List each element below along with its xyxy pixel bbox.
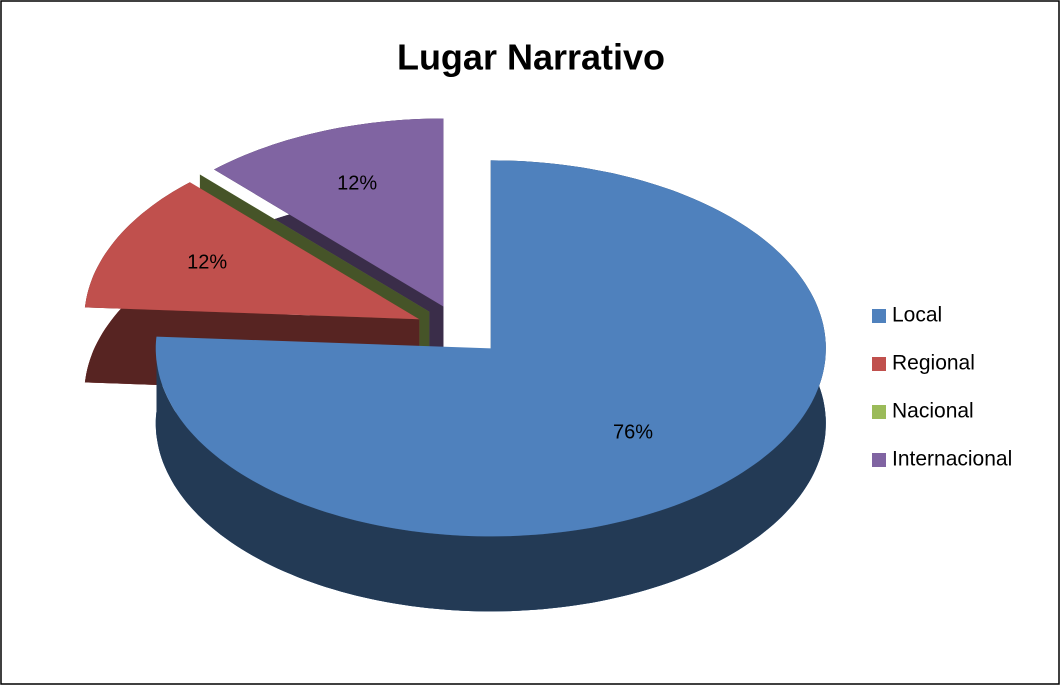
slice: [155, 160, 826, 537]
slice: [199, 174, 430, 312]
legend-label: Regional: [892, 352, 975, 375]
legend-swatch: [872, 357, 886, 371]
data-label: 76%: [613, 422, 653, 444]
slice: [214, 118, 444, 307]
legend-swatch: [872, 453, 886, 467]
data-label: 12%: [337, 172, 377, 194]
legend-label: Nacional: [892, 400, 974, 423]
legend-label: Internacional: [892, 448, 1012, 471]
slice: [84, 182, 420, 320]
chart-title: Lugar Narrativo: [397, 37, 665, 78]
data-label: 12%: [187, 251, 227, 273]
legend-swatch: [872, 405, 886, 419]
legend-swatch: [872, 309, 886, 323]
legend-label: Local: [892, 304, 942, 327]
